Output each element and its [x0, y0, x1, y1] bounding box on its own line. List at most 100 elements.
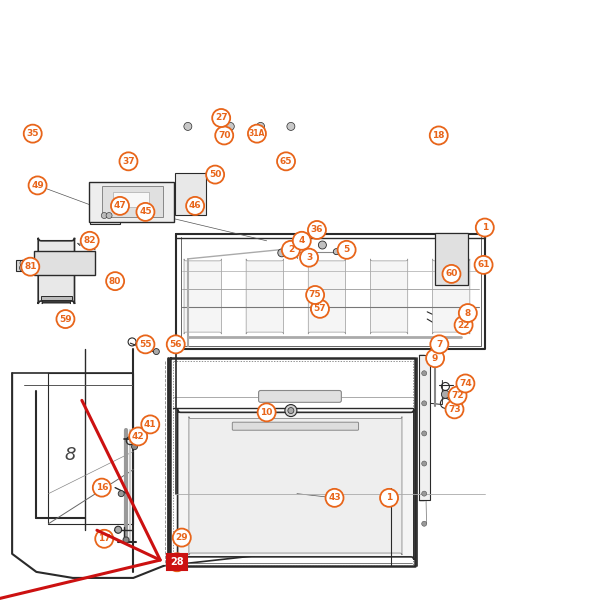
Circle shape: [248, 125, 266, 143]
FancyBboxPatch shape: [184, 259, 221, 334]
Text: 47: 47: [113, 202, 127, 210]
Circle shape: [95, 530, 113, 548]
Circle shape: [474, 256, 493, 274]
Circle shape: [311, 300, 329, 318]
FancyBboxPatch shape: [419, 355, 430, 500]
Circle shape: [186, 197, 204, 215]
Text: 57: 57: [314, 305, 326, 313]
Circle shape: [115, 526, 122, 533]
Circle shape: [338, 241, 356, 259]
Circle shape: [215, 126, 233, 144]
Text: 37: 37: [122, 157, 135, 166]
Circle shape: [333, 249, 339, 255]
Circle shape: [285, 405, 297, 417]
Circle shape: [422, 521, 427, 526]
FancyBboxPatch shape: [102, 187, 164, 217]
Text: 56: 56: [170, 340, 182, 349]
FancyBboxPatch shape: [189, 417, 402, 555]
Circle shape: [19, 264, 27, 272]
Circle shape: [136, 335, 155, 353]
Circle shape: [101, 213, 107, 219]
FancyBboxPatch shape: [42, 301, 70, 304]
Text: 70: 70: [218, 131, 230, 140]
Text: 80: 80: [109, 277, 121, 285]
Circle shape: [422, 371, 427, 376]
Circle shape: [24, 125, 42, 143]
Text: 50: 50: [209, 170, 221, 179]
FancyBboxPatch shape: [88, 182, 174, 222]
Circle shape: [167, 335, 185, 353]
FancyBboxPatch shape: [16, 260, 33, 271]
Circle shape: [288, 408, 294, 414]
Circle shape: [28, 176, 47, 194]
Circle shape: [123, 537, 129, 543]
FancyBboxPatch shape: [246, 259, 284, 334]
Circle shape: [119, 152, 138, 170]
FancyBboxPatch shape: [370, 259, 408, 334]
Text: 36: 36: [311, 226, 323, 234]
Text: 7: 7: [436, 340, 442, 349]
Text: 5: 5: [344, 246, 350, 254]
Circle shape: [380, 489, 398, 507]
Circle shape: [311, 303, 322, 314]
Circle shape: [430, 126, 448, 144]
Circle shape: [132, 444, 138, 450]
Text: 72: 72: [451, 391, 464, 400]
Text: 27: 27: [215, 114, 227, 122]
Text: 29: 29: [176, 533, 188, 542]
Circle shape: [256, 122, 265, 131]
Text: 43: 43: [328, 494, 341, 502]
Text: 1: 1: [386, 494, 392, 502]
Text: 16: 16: [96, 483, 108, 492]
Text: 42: 42: [132, 432, 144, 441]
Text: 35: 35: [27, 129, 39, 138]
Circle shape: [293, 232, 311, 250]
Circle shape: [93, 479, 111, 497]
Text: 8: 8: [64, 445, 75, 464]
FancyBboxPatch shape: [175, 173, 206, 214]
Text: 28: 28: [170, 557, 184, 567]
Circle shape: [212, 109, 230, 127]
Text: 46: 46: [189, 202, 201, 210]
Circle shape: [454, 316, 473, 334]
Circle shape: [206, 166, 224, 184]
Circle shape: [314, 306, 319, 311]
Circle shape: [168, 553, 186, 571]
Text: 49: 49: [31, 181, 44, 190]
Circle shape: [325, 489, 344, 507]
Circle shape: [129, 427, 147, 445]
FancyBboxPatch shape: [232, 422, 359, 430]
Circle shape: [287, 122, 295, 131]
Circle shape: [21, 258, 39, 276]
Circle shape: [136, 203, 155, 221]
Circle shape: [118, 491, 124, 497]
Circle shape: [282, 241, 300, 259]
Text: 41: 41: [144, 420, 156, 429]
Circle shape: [442, 265, 461, 283]
Text: 28: 28: [171, 558, 183, 566]
Text: 59: 59: [59, 315, 72, 323]
Circle shape: [308, 221, 326, 239]
Circle shape: [56, 310, 75, 328]
FancyBboxPatch shape: [178, 409, 414, 560]
Text: 3: 3: [306, 253, 312, 262]
Circle shape: [434, 135, 444, 144]
Text: 10: 10: [261, 408, 273, 417]
FancyBboxPatch shape: [259, 391, 341, 402]
Circle shape: [459, 304, 477, 322]
Circle shape: [422, 491, 427, 496]
Text: 60: 60: [445, 270, 458, 278]
Text: 61: 61: [478, 261, 490, 269]
Circle shape: [422, 461, 427, 466]
Circle shape: [184, 122, 192, 131]
Text: 17: 17: [98, 535, 110, 543]
Circle shape: [441, 390, 450, 399]
Circle shape: [456, 374, 474, 393]
Circle shape: [142, 345, 148, 351]
Text: 22: 22: [458, 321, 470, 329]
Text: 1: 1: [482, 223, 488, 232]
Text: 2: 2: [288, 246, 294, 254]
Text: 82: 82: [84, 237, 96, 245]
Circle shape: [422, 401, 427, 406]
Circle shape: [111, 197, 129, 215]
